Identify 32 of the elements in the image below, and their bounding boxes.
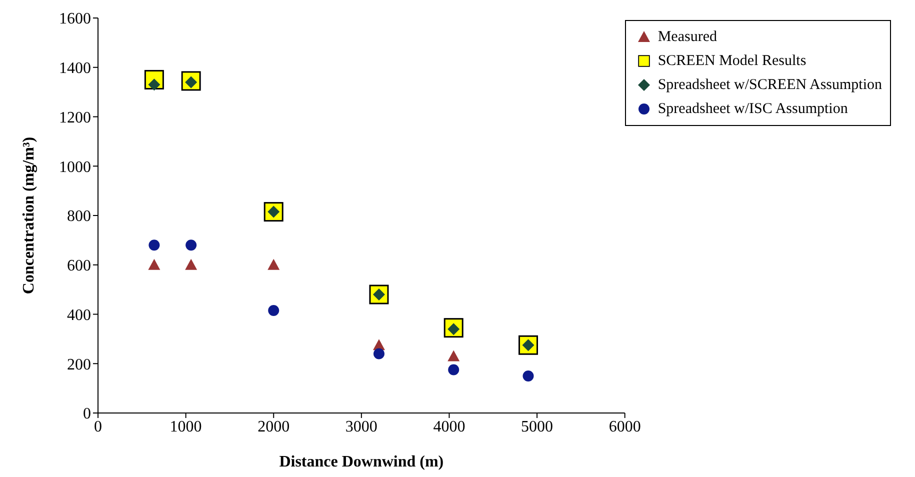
- point: [448, 350, 460, 362]
- legend-label: Measured: [658, 28, 717, 47]
- x-tick-label: 1000: [170, 418, 202, 436]
- y-tick-label: 800: [67, 208, 91, 226]
- y-tick-label: 1200: [59, 109, 91, 126]
- y-tick-label: 0: [83, 406, 91, 423]
- x-tick-label: 2000: [258, 418, 290, 436]
- point: [148, 240, 160, 251]
- y-axis-title: Concentration (mg/m³): [20, 136, 38, 294]
- y-tick-label: 600: [67, 258, 91, 275]
- point: [522, 370, 534, 382]
- y-tick-label: 400: [67, 306, 91, 324]
- y-tick-label: 1000: [59, 158, 91, 176]
- y-tick-label: 1400: [59, 60, 91, 78]
- x-tick-label: 4000: [433, 418, 466, 436]
- legend-label: SCREEN Model Results: [658, 52, 806, 71]
- x-tick-label: 5000: [521, 418, 554, 436]
- x-tick-label: 6000: [608, 418, 641, 436]
- point: [268, 258, 280, 270]
- legend-label: Spreadsheet w/ISC Assumption: [658, 100, 848, 119]
- point: [185, 258, 198, 270]
- legend-label: Spreadsheet w/SCREEN Assumption: [658, 76, 882, 95]
- x-tick-label: 0: [94, 418, 102, 436]
- y-tick-label: 1600: [59, 10, 91, 28]
- point: [186, 240, 197, 251]
- x-tick-label: 3000: [345, 418, 378, 436]
- point: [148, 258, 160, 270]
- y-tick-label: 200: [67, 356, 91, 374]
- point: [448, 364, 460, 376]
- point: [268, 305, 280, 316]
- x-axis-title: Distance Downwind (m): [279, 453, 444, 470]
- point: [373, 348, 384, 360]
